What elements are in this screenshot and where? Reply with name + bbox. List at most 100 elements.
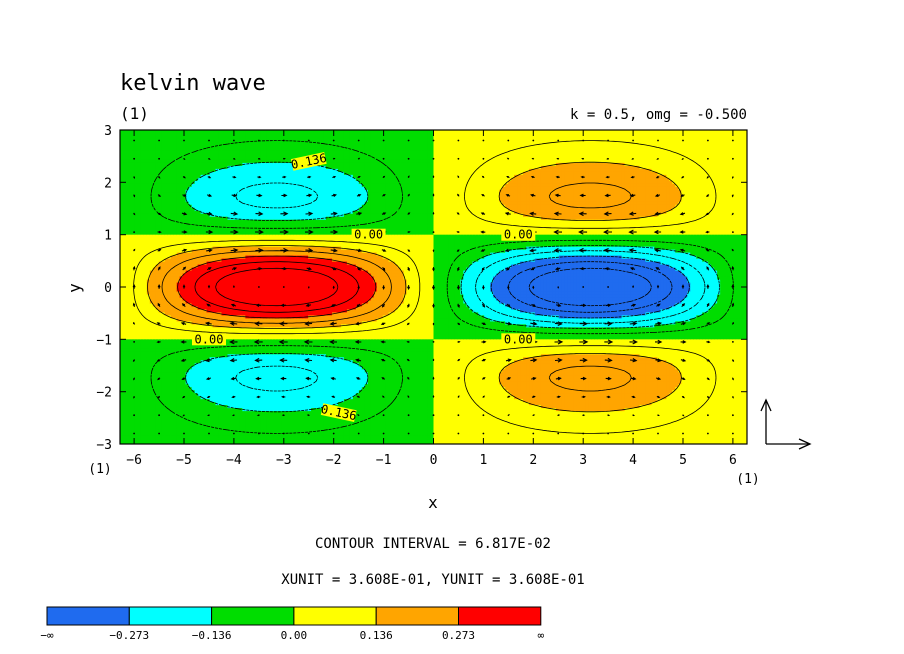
field-cell [158,432,163,436]
field-cell [122,423,127,427]
field-cell [143,144,148,149]
field-cell [128,273,133,278]
field-cell [143,336,148,340]
field-cell [125,144,130,149]
field-cell [143,207,148,212]
field-cell [158,189,163,194]
field-cell [122,276,127,281]
field-cell [131,237,136,242]
field-cell [152,372,157,376]
field-cell [155,411,160,415]
field-cell [128,201,133,206]
field-cell [131,360,136,364]
field-cell [158,255,163,260]
field-cell [149,135,154,140]
field-cell [158,168,163,173]
field-cell [128,357,133,361]
field-cell [137,426,142,430]
field-cell [120,132,124,137]
field-cell [146,366,151,370]
field-cell [128,381,133,385]
field-cell [152,210,157,215]
field-cell [122,234,127,239]
field-cell [149,363,154,367]
field-cell [161,285,166,290]
field-cell [125,300,130,305]
field-cell [146,237,151,242]
field-cell [125,342,130,346]
field-cell [158,240,163,245]
field-cell [155,192,160,197]
field-cell [120,252,124,257]
field-cell [120,378,124,382]
field-cell [164,219,169,224]
field-cell [137,306,142,311]
field-cell [158,219,163,224]
field-cell [137,303,142,308]
field-cell [143,399,148,403]
field-cell [152,276,157,281]
field-cell [128,216,133,221]
field-cell [125,366,130,370]
field-cell [120,156,124,161]
field-cell [122,402,127,406]
field-cell [158,198,163,203]
field-cell [158,165,163,170]
field-cell [161,309,166,314]
field-cell [155,219,160,224]
field-cell [128,183,133,188]
field-cell [149,228,154,233]
field-cell [143,291,148,296]
field-cell [134,273,139,278]
field-cell [125,237,130,242]
field-cell [155,153,160,158]
field-cell [146,339,151,343]
field-cell [134,357,139,361]
field-cell [128,255,133,260]
field-cell [122,240,127,245]
field-cell [161,363,166,367]
field-cell [161,357,166,361]
field-cell [152,396,157,400]
field-cell [140,258,145,263]
field-cell [137,204,142,209]
field-cell [161,192,166,197]
field-cell [137,312,142,317]
field-cell [161,417,166,421]
field-cell [155,135,160,140]
field-cell [134,225,139,230]
field-cell [158,384,163,388]
field-cell [120,396,124,400]
field-cell [122,138,127,143]
field-cell [122,135,127,140]
field-cell [137,261,142,266]
field-cell [134,258,139,263]
field-cell [158,273,163,278]
field-cell [152,141,157,146]
field-cell [120,135,124,140]
field-cell [161,225,166,230]
field-cell [131,408,136,412]
field-cell [152,423,157,427]
field-cell [131,135,136,140]
field-cell [152,282,157,287]
field-cell [155,159,160,164]
field-cell [152,378,157,382]
field-cell [120,138,124,143]
field-cell [122,363,127,367]
field-cell [146,312,151,317]
field-cell [120,130,124,134]
field-cell [155,348,160,352]
field-cell [146,150,151,155]
field-cell [125,189,130,194]
field-cell [158,204,163,209]
field-cell [158,153,163,158]
field-cell [134,321,139,325]
field-cell [152,426,157,430]
field-cell [120,333,124,337]
field-cell [146,303,151,308]
field-cell [161,270,166,275]
field-cell [120,171,124,176]
field-cell [128,279,133,284]
field-cell [122,198,127,203]
